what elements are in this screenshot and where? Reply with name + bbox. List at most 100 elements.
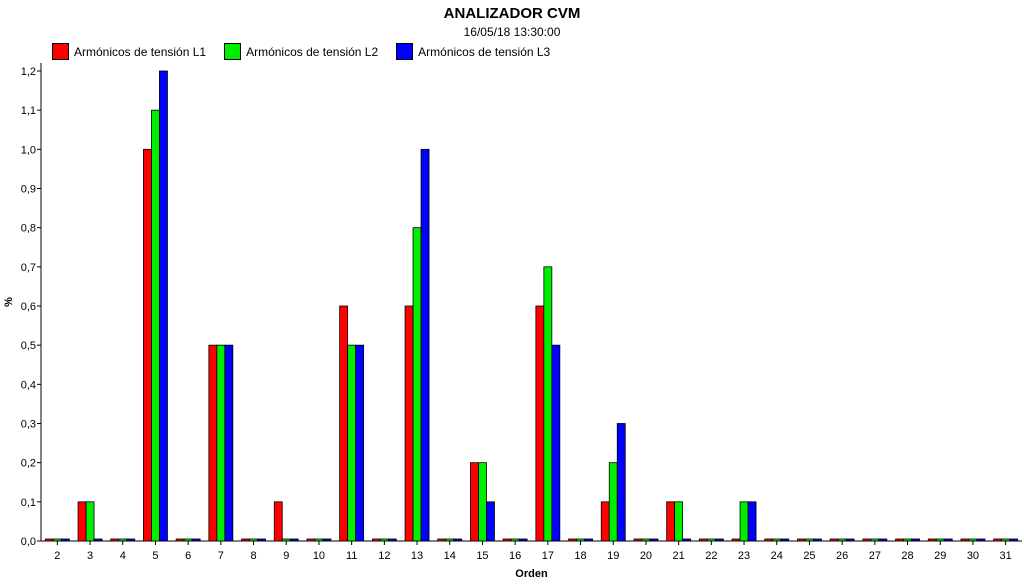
x-tick-label: 31 [1000,550,1012,562]
legend-item-l3[interactable]: Armónicos de tensión L3 [396,43,550,60]
bar [706,538,716,542]
y-tick-label: 0,0 [21,536,36,548]
x-axis-label: Orden [515,568,548,580]
bar [60,538,70,542]
bar [960,538,970,542]
bar [379,538,389,542]
x-tick-label: 25 [803,550,815,562]
bar [478,462,487,542]
x-tick-label: 29 [934,550,946,562]
bar [747,501,757,542]
bar [486,501,495,542]
bar [608,462,618,542]
bar [355,344,365,542]
bar [870,538,880,542]
x-tick-label: 17 [542,550,554,562]
bar [110,538,120,542]
x-tick-label: 3 [87,550,93,562]
y-tick-label: 0,4 [21,379,36,391]
x-tick-label: 9 [283,550,289,562]
legend-item-l1[interactable]: Armónicos de tensión L1 [52,43,206,60]
bar [674,501,684,542]
bar [249,538,258,542]
x-tick-label: 14 [444,550,456,562]
bar [339,305,349,542]
x-tick-label: 23 [738,550,750,562]
x-tick-label: 28 [901,550,913,562]
x-tick-label: 10 [313,550,325,562]
legend-swatch-l1 [52,43,69,60]
bar [780,538,790,542]
y-tick-label: 0,8 [21,223,36,235]
bar [903,538,912,542]
bar [126,538,136,542]
bar [183,538,193,542]
bar [216,344,226,542]
x-tick-label: 2 [54,550,60,562]
bar [191,538,201,542]
bar [633,538,643,542]
bar [470,462,479,542]
y-tick-label: 0,5 [21,340,36,352]
bar [772,538,782,542]
bar [764,538,774,542]
x-tick-label: 26 [836,550,848,562]
bar [845,538,855,542]
bar [159,70,168,542]
bar [257,538,266,542]
y-tick-label: 0,7 [21,262,36,274]
y-tick-label: 1,0 [21,144,36,156]
x-tick-label: 5 [152,550,158,562]
bar [714,538,724,542]
bar [510,538,520,542]
bar [93,538,103,542]
legend-swatch-l2 [224,43,242,60]
bar [347,344,357,542]
bar [224,344,234,542]
y-tick-label: 1,1 [21,105,36,117]
bar [404,305,414,542]
x-tick-label: 7 [218,550,224,562]
x-tick-label: 27 [869,550,881,562]
legend-label-l3: Armónicos de tensión L3 [418,44,551,59]
x-tick-label: 8 [250,550,256,562]
bar [77,501,87,542]
bar [616,423,626,542]
bar [813,538,822,542]
bar [175,538,185,542]
bar [453,538,463,542]
legend: Armónicos de tensión L1 Armónicos de ten… [52,43,550,60]
x-tick-label: 4 [120,550,126,562]
bar [52,538,62,542]
x-tick-label: 16 [509,550,521,562]
y-tick-label: 0,2 [21,458,36,470]
y-axis-label: % [3,297,15,307]
bar [118,538,128,542]
chart-title: ANALIZADOR CVM [443,5,581,22]
y-tick-label: 0,6 [21,301,36,313]
bar [289,538,299,542]
bar [649,538,659,542]
y-tick-label: 0,9 [21,184,36,196]
bar [208,344,218,542]
bar [1001,538,1011,542]
x-tick-label: 22 [705,550,717,562]
bar [911,538,920,542]
bar [600,501,610,542]
bar [829,538,839,542]
bar [387,538,397,542]
legend-item-l2[interactable]: Armónicos de tensión L2 [224,43,378,60]
bar [878,538,888,542]
x-tick-label: 12 [378,550,390,562]
bar [143,148,152,542]
x-tick-label: 13 [411,550,423,562]
bar [371,538,381,542]
x-tick-label: 19 [607,550,619,562]
bar [739,501,749,542]
bar [576,538,585,542]
bar [568,538,577,542]
bar [273,501,283,542]
bar [1009,538,1019,542]
legend-label-l2: Armónicos de tensión L2 [246,44,379,59]
x-tick-label: 24 [771,550,783,562]
